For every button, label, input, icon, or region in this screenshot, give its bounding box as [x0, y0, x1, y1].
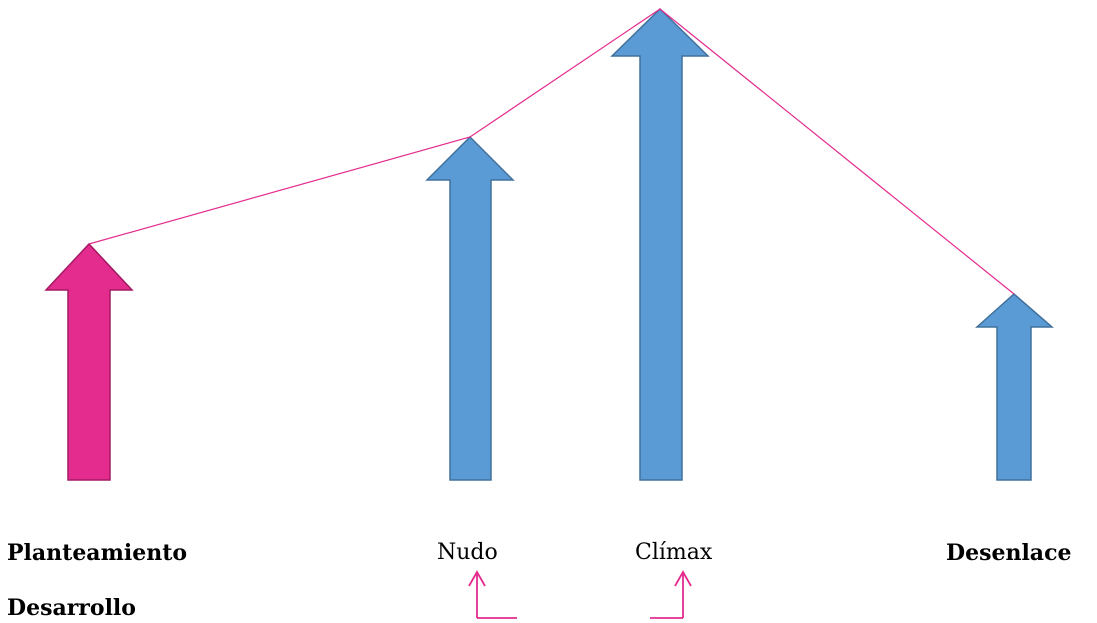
climax-arrow [610, 7, 710, 481]
climax-pointer-arrow [650, 570, 692, 619]
desarrollo-label: Desarrollo [7, 595, 136, 621]
climax-label: Clímax [635, 540, 713, 565]
planteamiento-arrow [44, 242, 134, 481]
desenlace-label: Desenlace [946, 540, 1072, 566]
planteamiento-label: Planteamiento [7, 540, 188, 566]
nudo-arrow [425, 135, 515, 481]
tension-curve-line [88, 8, 1015, 295]
nudo-pointer-arrow [468, 570, 517, 619]
nudo-label: Nudo [437, 540, 498, 565]
desenlace-arrow [975, 293, 1055, 481]
